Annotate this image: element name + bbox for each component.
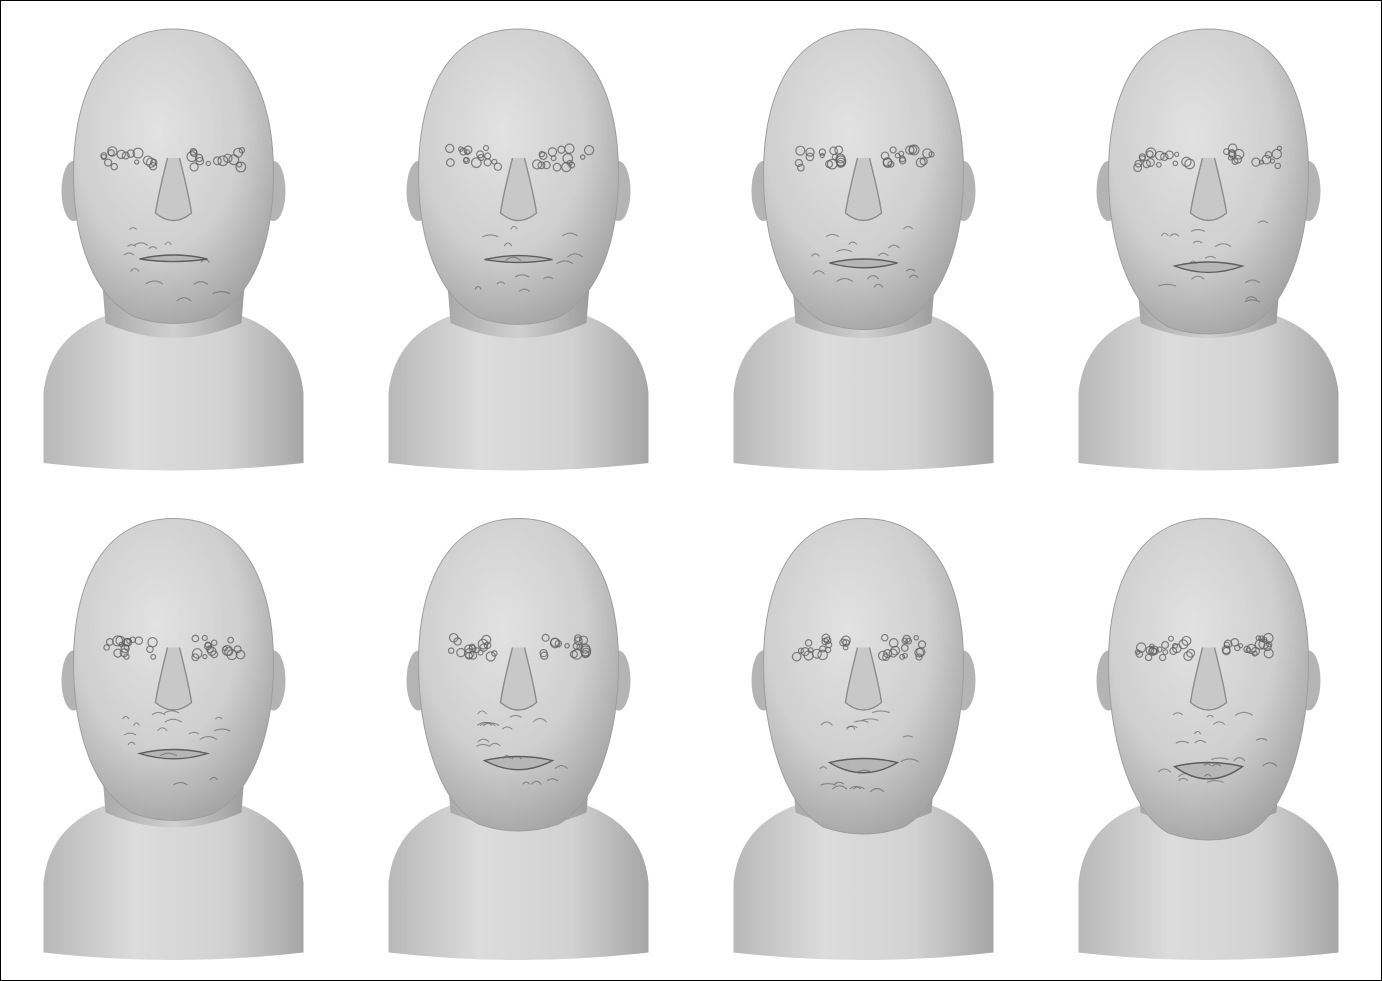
left-eye-artifact xyxy=(1134,635,1196,662)
nose xyxy=(154,647,193,711)
left-eye-artifact xyxy=(794,145,847,172)
right-eye-artifact xyxy=(539,633,592,660)
head-bust-panel xyxy=(733,28,994,471)
nose xyxy=(499,157,538,222)
head-bust-panel xyxy=(388,28,649,471)
right-eye-artifact xyxy=(1222,143,1283,170)
left-eye-artifact xyxy=(100,146,158,171)
bust-shoulders xyxy=(388,313,649,471)
right-eye-artifact xyxy=(1221,632,1274,659)
mouth xyxy=(139,254,208,263)
nose xyxy=(499,647,538,711)
mesh-artifacts xyxy=(122,710,231,786)
mouth xyxy=(827,757,900,774)
head-bust-panel xyxy=(43,517,304,960)
nose xyxy=(844,647,883,711)
bust-shoulders xyxy=(388,802,649,960)
head-bust-panel xyxy=(1078,517,1339,960)
bust-shoulders xyxy=(733,802,994,960)
right-eye-artifact xyxy=(877,633,927,662)
bust-shoulders xyxy=(733,313,994,471)
bust-shoulders xyxy=(43,802,304,960)
bust-shoulders xyxy=(1078,313,1339,471)
right-eye-artifact xyxy=(191,634,246,662)
right-eye-artifact xyxy=(186,147,247,173)
left-eye-artifact xyxy=(791,633,851,662)
left-eye-artifact xyxy=(445,143,503,171)
right-eye-artifact xyxy=(880,144,935,168)
left-eye-artifact xyxy=(447,632,498,662)
head-bust-panel xyxy=(1078,28,1339,471)
mesh-artifacts xyxy=(1158,220,1269,303)
right-eye-artifact xyxy=(532,143,595,173)
mouth xyxy=(829,258,898,269)
mesh-artifacts xyxy=(123,227,231,302)
nose xyxy=(1189,157,1228,222)
bust-shoulders xyxy=(43,313,304,471)
left-eye-artifact xyxy=(103,635,158,660)
mouth xyxy=(1172,261,1245,274)
mesh-artifacts xyxy=(474,225,584,292)
nose xyxy=(1189,647,1228,711)
mesh-artifacts xyxy=(1157,711,1278,783)
head-bust-panel xyxy=(388,517,649,960)
nose xyxy=(844,157,883,222)
head-bust-panel xyxy=(733,517,994,960)
mesh-artifacts xyxy=(819,710,919,793)
bust-shoulders xyxy=(1078,802,1339,960)
mouth xyxy=(1172,761,1245,780)
mesh-artifacts xyxy=(811,225,919,288)
left-eye-artifact xyxy=(1133,147,1196,173)
head-bust-panel xyxy=(43,28,304,471)
mesh-artifacts xyxy=(476,710,568,785)
nose xyxy=(154,157,193,222)
